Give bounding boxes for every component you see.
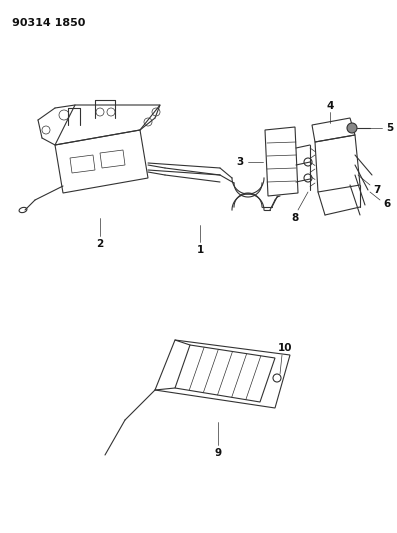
Text: 5: 5	[386, 123, 393, 133]
Text: 9: 9	[214, 448, 222, 458]
Text: 8: 8	[291, 213, 299, 223]
Text: 3: 3	[236, 157, 244, 167]
Circle shape	[347, 123, 357, 133]
Text: 2: 2	[96, 239, 104, 249]
Text: 1: 1	[197, 245, 204, 255]
Text: 90314 1850: 90314 1850	[12, 18, 85, 28]
Text: 7: 7	[373, 185, 381, 195]
Text: 4: 4	[326, 101, 334, 111]
Text: 6: 6	[384, 199, 391, 209]
Text: 10: 10	[278, 343, 292, 353]
